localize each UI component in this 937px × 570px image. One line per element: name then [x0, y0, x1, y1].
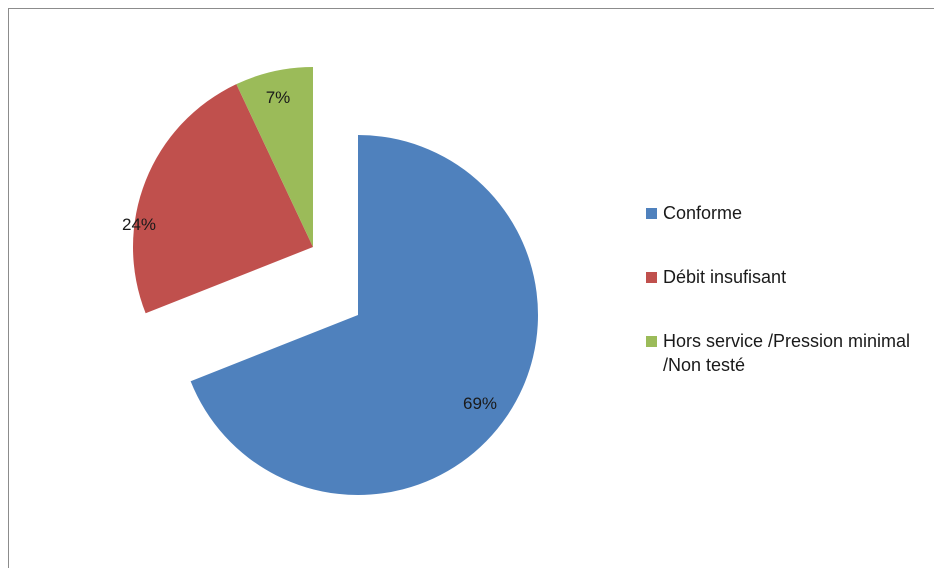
data-label-conforme: 69%	[463, 394, 497, 413]
data-label-debit-insufisant: 24%	[122, 215, 156, 234]
legend-item-debit-insufisant: Débit insufisant	[646, 265, 937, 289]
legend-swatch-hors-service	[646, 336, 657, 347]
pie-slice-hors-service	[236, 67, 313, 247]
pie-slice-debit-insufisant	[133, 84, 313, 314]
legend-label-hors-service: Hors service /Pression minimal /Non test…	[663, 331, 911, 375]
legend-label-conforme: Conforme	[663, 203, 743, 223]
data-label-hors-service: 7%	[266, 88, 291, 107]
pie-slice-conforme	[190, 135, 539, 495]
legend-swatch-debit-insufisant	[646, 272, 657, 283]
legend-label-debit-insufisant: Débit insufisant	[663, 267, 787, 287]
legend-swatch-conforme	[646, 208, 657, 219]
legend-item-conforme: Conforme	[646, 201, 937, 225]
legend-item-hors-service: Hors service /Pression minimal /Non test…	[646, 329, 937, 377]
